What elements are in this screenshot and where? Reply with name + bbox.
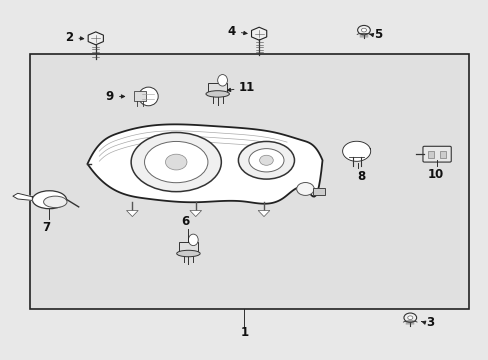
Ellipse shape — [139, 87, 158, 106]
Bar — [439, 150, 445, 158]
Text: 10: 10 — [427, 168, 443, 181]
Circle shape — [259, 155, 273, 165]
Bar — [30, 54, 468, 309]
Polygon shape — [189, 211, 201, 217]
Ellipse shape — [238, 141, 294, 179]
FancyBboxPatch shape — [179, 242, 197, 254]
Ellipse shape — [131, 132, 221, 192]
Circle shape — [361, 28, 366, 32]
Polygon shape — [126, 211, 138, 217]
Text: 4: 4 — [227, 26, 235, 39]
Text: 8: 8 — [357, 170, 365, 183]
FancyBboxPatch shape — [312, 188, 325, 195]
Ellipse shape — [32, 191, 66, 209]
Text: 1: 1 — [240, 326, 248, 339]
Text: 2: 2 — [64, 31, 73, 45]
Bar — [427, 150, 433, 158]
Text: 9: 9 — [105, 90, 114, 103]
Text: 11: 11 — [238, 81, 254, 94]
Ellipse shape — [176, 250, 200, 257]
Ellipse shape — [144, 141, 207, 183]
Text: 5: 5 — [373, 28, 382, 41]
Polygon shape — [258, 211, 269, 217]
Circle shape — [403, 313, 416, 322]
Text: 6: 6 — [181, 215, 189, 228]
Text: 3: 3 — [426, 316, 434, 329]
Polygon shape — [13, 193, 32, 201]
Circle shape — [165, 154, 186, 170]
Circle shape — [296, 183, 314, 195]
Ellipse shape — [248, 149, 284, 172]
Polygon shape — [251, 27, 266, 40]
Ellipse shape — [43, 196, 67, 208]
Polygon shape — [342, 141, 370, 161]
Bar — [134, 91, 145, 102]
Polygon shape — [88, 32, 103, 45]
Ellipse shape — [205, 91, 229, 97]
FancyBboxPatch shape — [208, 83, 226, 94]
Ellipse shape — [217, 75, 227, 86]
Polygon shape — [87, 124, 322, 204]
Ellipse shape — [188, 234, 198, 246]
FancyBboxPatch shape — [422, 146, 450, 162]
Circle shape — [407, 316, 412, 320]
Circle shape — [357, 26, 369, 35]
Text: 7: 7 — [42, 221, 50, 234]
